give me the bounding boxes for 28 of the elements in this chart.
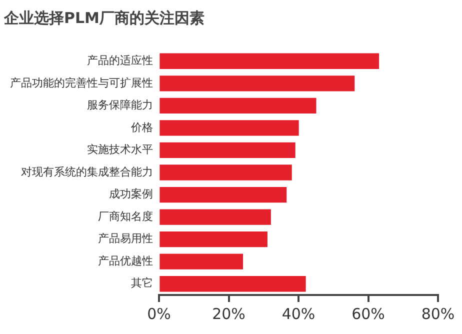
y-tick-label: 厂商知名度 xyxy=(98,210,153,223)
y-tick-label: 产品功能的完善性与可扩展性 xyxy=(10,76,153,90)
bar xyxy=(160,186,287,203)
y-tick-label: 其它 xyxy=(131,276,153,290)
y-tick-label: 对现有系统的集成整合能力 xyxy=(21,165,153,178)
bar xyxy=(160,164,292,180)
bar xyxy=(160,276,306,292)
bar xyxy=(160,231,268,248)
bar xyxy=(160,142,296,158)
y-tick-label: 产品优越性 xyxy=(98,254,153,268)
x-tick-label: 80% xyxy=(421,304,455,323)
bar xyxy=(160,76,355,92)
y-tick-label: 产品的适应性 xyxy=(87,54,153,67)
y-tick-label: 产品易用性 xyxy=(98,232,153,246)
bar xyxy=(160,53,380,69)
bar xyxy=(160,254,244,270)
y-tick-label: 成功案例 xyxy=(109,188,153,201)
x-tick-label: 20% xyxy=(212,304,246,323)
chart-title: 企业选择PLM厂商的关注因素 xyxy=(3,8,204,27)
y-tick-label: 价格 xyxy=(130,120,153,134)
bar xyxy=(160,120,299,136)
bar xyxy=(160,98,316,114)
x-tick-label: 0% xyxy=(147,304,171,323)
bar xyxy=(160,209,271,225)
y-tick-label: 服务保障能力 xyxy=(87,98,153,112)
x-tick-label: 60% xyxy=(352,304,385,323)
x-tick-label: 40% xyxy=(282,304,316,323)
y-tick-label: 实施技术水平 xyxy=(87,143,153,156)
